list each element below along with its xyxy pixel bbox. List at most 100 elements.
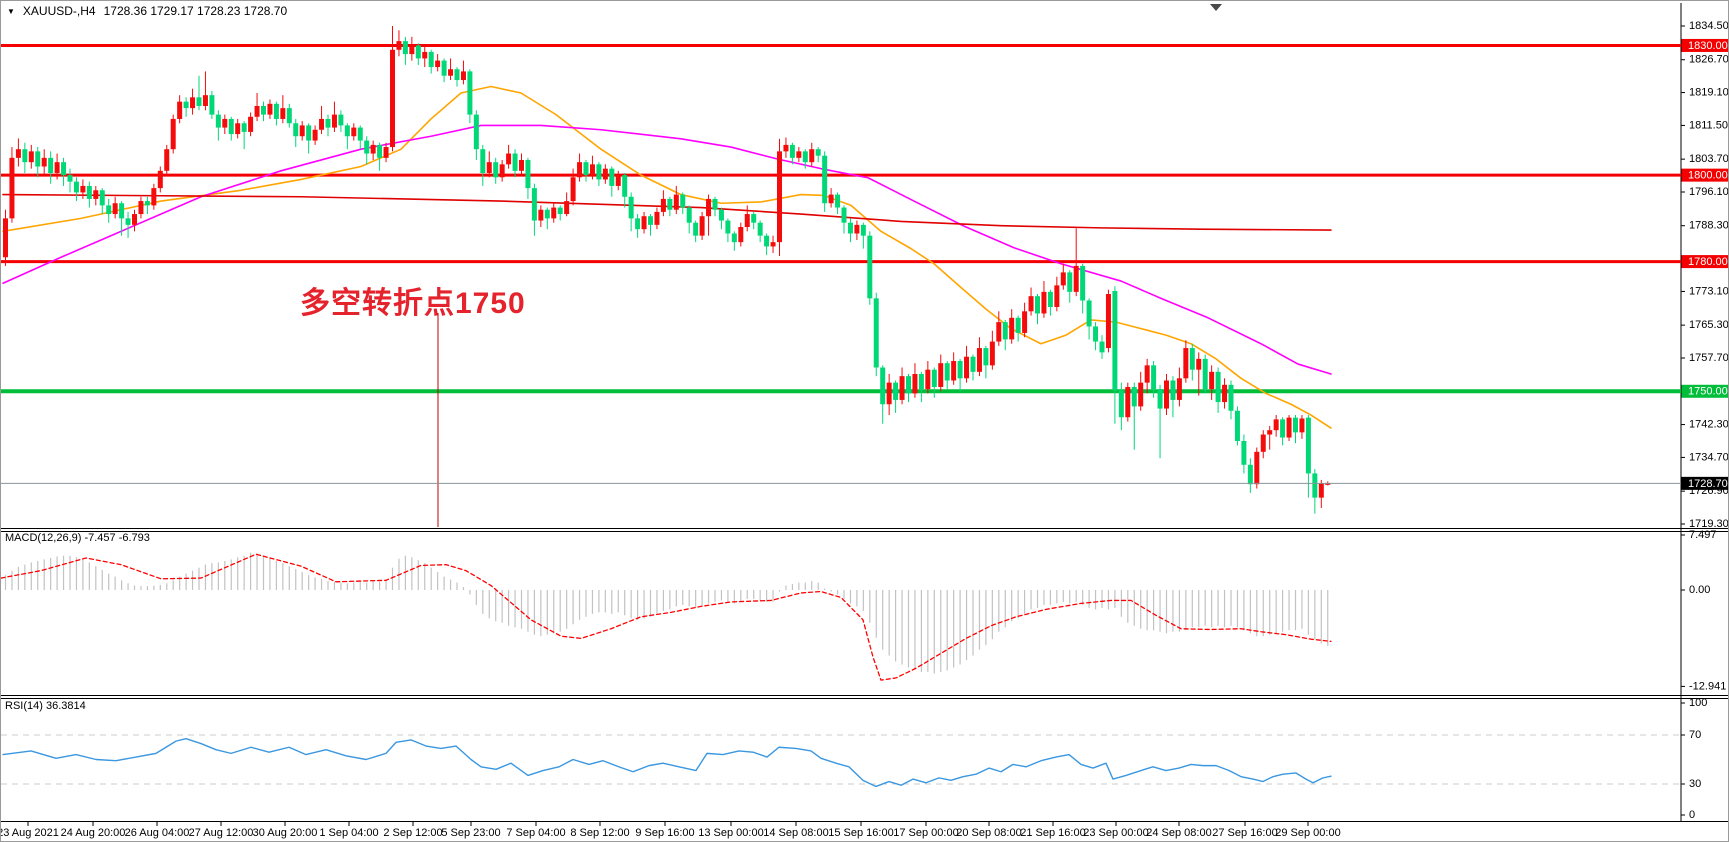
candle — [241, 123, 247, 132]
svg-text:1834.50: 1834.50 — [1689, 20, 1729, 32]
svg-text:1796.10: 1796.10 — [1689, 186, 1729, 198]
candle — [1202, 358, 1208, 390]
candle — [1041, 291, 1047, 314]
candle — [809, 149, 815, 163]
candle — [190, 97, 196, 109]
candle — [635, 218, 641, 230]
ma-fast-orange — [2, 85, 1332, 429]
candle — [415, 45, 421, 59]
candle — [1183, 348, 1189, 379]
candle — [177, 101, 183, 119]
candle — [1099, 341, 1105, 353]
candle — [1267, 430, 1273, 435]
chart-shift-marker-icon[interactable] — [1210, 4, 1222, 11]
candle — [796, 151, 802, 158]
annotation-text: 多空转折点1750 — [300, 287, 526, 320]
candle — [1138, 382, 1144, 407]
candle — [22, 149, 28, 163]
svg-text:1780.00: 1780.00 — [1688, 256, 1728, 268]
svg-text:15 Sep 16:00: 15 Sep 16:00 — [828, 827, 893, 839]
candle — [15, 149, 21, 158]
price-label-box — [1681, 384, 1728, 398]
candle — [506, 153, 512, 165]
candle — [583, 162, 589, 176]
svg-text:7.497: 7.497 — [1689, 529, 1717, 541]
candle — [383, 147, 389, 158]
candle — [132, 214, 137, 225]
svg-text:1826.70: 1826.70 — [1689, 54, 1729, 66]
candle — [170, 118, 176, 150]
candle — [351, 127, 357, 137]
price-label-box — [1681, 476, 1728, 490]
ohlc-values: 1728.36 1729.17 1728.23 1728.70 — [103, 4, 288, 18]
candle — [602, 168, 608, 180]
shift-marker[interactable] — [1210, 4, 1222, 11]
svg-text:30: 30 — [1689, 778, 1701, 790]
candle — [9, 157, 15, 219]
candle — [615, 175, 621, 186]
collapse-arrow-icon[interactable]: ▼ — [7, 6, 15, 16]
candle — [699, 216, 705, 236]
candle — [996, 322, 1002, 342]
svg-text:1830.00: 1830.00 — [1688, 40, 1728, 52]
candle — [1234, 410, 1240, 441]
candle — [125, 218, 131, 225]
candle — [1157, 389, 1163, 409]
candle — [596, 164, 602, 180]
macd-indicator-label: MACD(12,26,9) -7.457 -6.793 — [5, 532, 150, 544]
candle — [1060, 272, 1066, 286]
svg-text:1750.00: 1750.00 — [1688, 386, 1728, 398]
candle — [486, 162, 492, 173]
candle — [1170, 380, 1176, 400]
candle — [770, 242, 776, 247]
candle — [512, 153, 518, 171]
candle — [680, 194, 686, 208]
candle — [564, 201, 570, 215]
date-axis: 23 Aug 2021 24 Aug 20:00 26 Aug 04:00 27 Au… — [1, 821, 1341, 839]
candle — [880, 367, 886, 405]
candle — [1260, 434, 1266, 452]
candle — [428, 51, 434, 68]
candle — [1215, 371, 1221, 403]
candle — [357, 127, 363, 141]
candle — [1093, 326, 1099, 342]
candle — [693, 222, 699, 236]
candle — [325, 118, 331, 128]
svg-text:30 Aug 20:00: 30 Aug 20:00 — [253, 827, 318, 839]
svg-text:2 Sep 12:00: 2 Sep 12:00 — [383, 827, 442, 839]
candle — [983, 348, 989, 366]
candle — [67, 175, 73, 182]
candle — [660, 198, 666, 212]
candle — [312, 129, 318, 141]
candle — [370, 144, 376, 154]
candle — [119, 203, 125, 219]
candle — [860, 224, 866, 236]
candle — [409, 45, 415, 55]
svg-text:13 Sep 00:00: 13 Sep 00:00 — [698, 827, 763, 839]
candle — [1286, 417, 1292, 438]
svg-text:23 Sep 00:00: 23 Sep 00:00 — [1083, 827, 1148, 839]
candle — [280, 108, 286, 119]
candle — [286, 108, 292, 124]
candle — [951, 361, 957, 381]
svg-text:1800.00: 1800.00 — [1688, 170, 1728, 182]
candle — [41, 157, 47, 167]
svg-text:1757.70: 1757.70 — [1689, 352, 1729, 364]
svg-text:8 Sep 12:00: 8 Sep 12:00 — [570, 827, 629, 839]
svg-text:1819.10: 1819.10 — [1689, 86, 1729, 98]
candle — [1209, 371, 1215, 390]
candle — [757, 222, 763, 236]
candle — [248, 116, 254, 132]
candle — [628, 196, 634, 219]
candle — [970, 356, 976, 372]
candle — [841, 207, 847, 223]
candle — [183, 101, 189, 109]
candle — [918, 373, 924, 390]
candle — [751, 214, 757, 223]
candle — [28, 151, 34, 163]
candle — [1112, 290, 1118, 391]
candle — [686, 207, 692, 223]
svg-text:70: 70 — [1689, 729, 1701, 741]
candle — [54, 162, 60, 173]
